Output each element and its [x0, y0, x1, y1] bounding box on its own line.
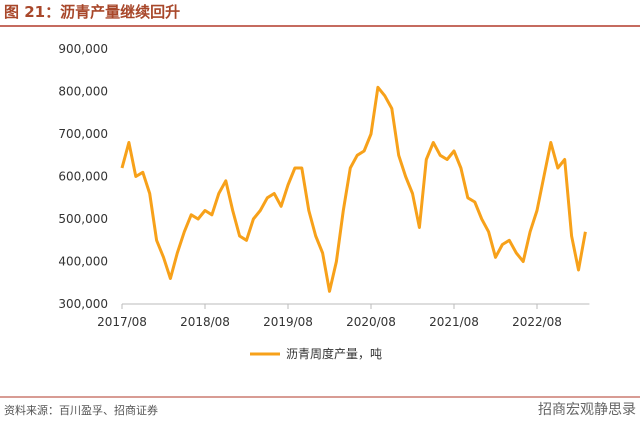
source: 资料来源：百川盈孚、招商证券 [4, 403, 158, 417]
y-tick-label: 400,000 [58, 255, 108, 269]
chart-title: 图 21：沥青产量继续回升 [4, 3, 180, 21]
y-tick-label: 600,000 [58, 170, 108, 184]
watermark: 招商宏观静思录 [538, 402, 636, 418]
y-tick-label: 700,000 [58, 127, 108, 141]
y-tick-label: 300,000 [58, 297, 108, 311]
x-tick-label: 2017/08 [97, 315, 147, 329]
x-tick-label: 2020/08 [346, 315, 396, 329]
legend-label: 沥青周度产量，吨 [286, 346, 382, 361]
data-line [120, 85, 587, 293]
x-tick-label: 2021/08 [429, 315, 479, 329]
x-tick-label: 2018/08 [180, 315, 230, 329]
x-tick-label: 2022/08 [512, 315, 562, 329]
x-tick-label: 2019/08 [263, 315, 313, 329]
y-tick-label: 500,000 [58, 212, 108, 226]
y-tick-label: 900,000 [58, 42, 108, 56]
y-tick-label: 800,000 [58, 85, 108, 99]
